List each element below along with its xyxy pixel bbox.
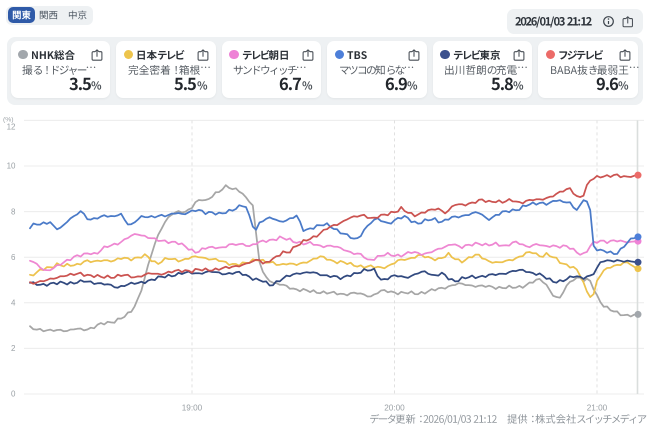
svg-text:2: 2: [11, 344, 16, 353]
svg-text:10: 10: [7, 162, 16, 171]
svg-text:0: 0: [11, 390, 16, 399]
svg-text:20:00: 20:00: [384, 403, 405, 412]
svg-text:4: 4: [11, 299, 16, 308]
svg-text:8: 8: [11, 207, 16, 216]
svg-text:12: 12: [7, 123, 16, 132]
svg-text:19:00: 19:00: [182, 403, 203, 412]
svg-text:21:00: 21:00: [587, 403, 608, 412]
svg-text:6: 6: [11, 253, 16, 262]
svg-text:(%): (%): [3, 117, 14, 124]
